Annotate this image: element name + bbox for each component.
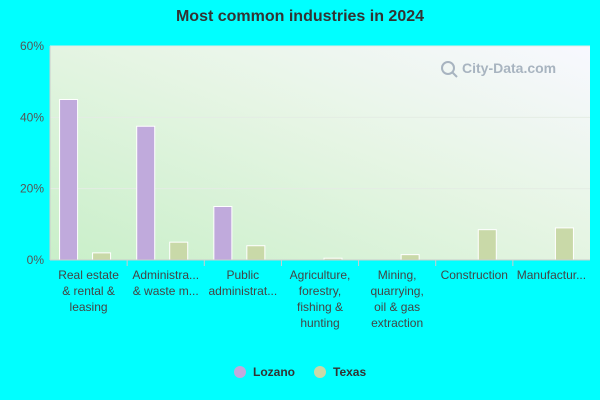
x-tick-label: quarrying, bbox=[370, 284, 423, 298]
x-tick-label: Mining, bbox=[378, 268, 417, 282]
x-tick-label: leasing bbox=[70, 300, 108, 314]
bar-texas-5 bbox=[477, 229, 497, 261]
legend: Lozano Texas bbox=[234, 365, 366, 379]
y-tick-label: 20% bbox=[20, 182, 44, 196]
legend-label-texas: Texas bbox=[333, 365, 366, 379]
x-axis: Real estate & rental & leasing Administra..… bbox=[50, 259, 590, 330]
y-tick-label: 40% bbox=[20, 110, 44, 124]
x-tick-label: Administra... bbox=[132, 268, 199, 282]
legend-marker-lozano bbox=[234, 366, 246, 378]
x-tick-label: oil & gas bbox=[374, 300, 420, 314]
bar-lozano-2 bbox=[213, 206, 233, 261]
bar-lozano-1 bbox=[136, 125, 156, 261]
bar-texas-6 bbox=[554, 227, 574, 261]
bar-lozano-0 bbox=[59, 99, 79, 261]
x-tick-label: fishing & bbox=[297, 300, 343, 314]
x-tick-label: administrat... bbox=[209, 284, 278, 298]
x-tick-label: extraction bbox=[371, 316, 423, 330]
bar-texas-1 bbox=[169, 241, 189, 261]
bar-texas-4 bbox=[400, 254, 420, 261]
legend-marker-texas bbox=[314, 366, 326, 378]
watermark-text: City-Data.com bbox=[462, 60, 556, 76]
x-tick-label: Manufactur... bbox=[517, 268, 586, 282]
y-axis: 0% 20% 40% 60% bbox=[20, 39, 51, 267]
legend-label-lozano: Lozano bbox=[253, 365, 295, 379]
watermark: City-Data.com bbox=[441, 60, 556, 78]
bar-texas-2 bbox=[246, 245, 266, 261]
x-tick-label: Real estate bbox=[58, 268, 119, 282]
y-tick-label: 60% bbox=[20, 39, 44, 53]
chart-title: Most common industries in 2024 bbox=[175, 8, 425, 25]
plot-area bbox=[50, 46, 590, 260]
x-tick-label: & rental & bbox=[62, 284, 115, 298]
x-tick-label: hunting bbox=[300, 316, 339, 330]
x-tick-label: & waste m... bbox=[133, 284, 199, 298]
x-tick-label: Construction bbox=[441, 268, 508, 282]
magnifier-icon bbox=[441, 61, 458, 78]
y-tick-label: 0% bbox=[27, 253, 45, 267]
bar-texas-0 bbox=[92, 252, 112, 261]
x-tick-label: forestry, bbox=[299, 284, 341, 298]
x-tick-label: Public bbox=[227, 268, 260, 282]
x-tick-label: Agriculture, bbox=[290, 268, 351, 282]
